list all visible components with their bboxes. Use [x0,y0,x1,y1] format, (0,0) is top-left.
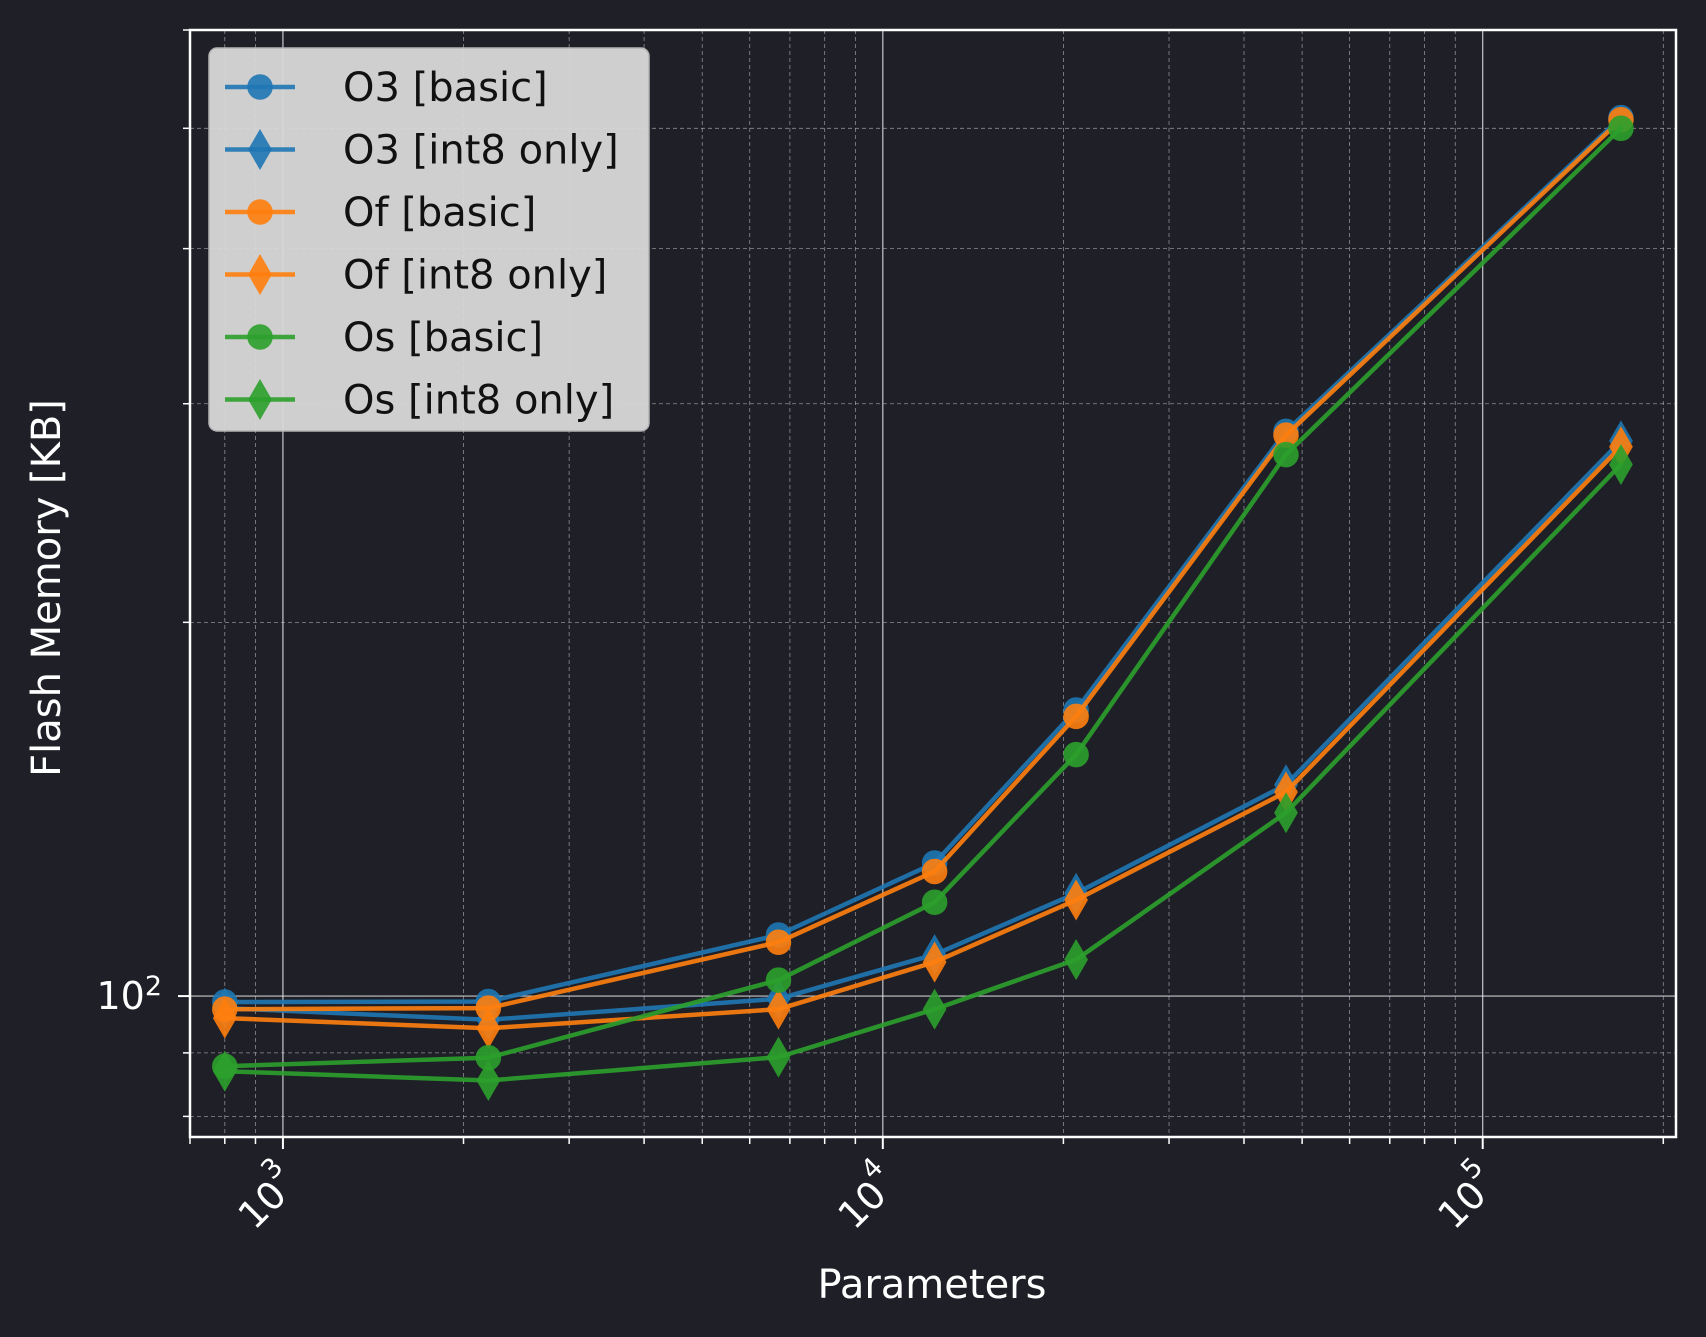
data-point [1063,741,1089,768]
data-point [212,997,237,1039]
axes-frame [188,28,1678,1139]
legend-label: O3 [basic] [343,65,548,111]
data-point [766,1036,791,1078]
legend-marker [247,324,273,350]
data-point [1064,879,1088,921]
series-os-basic [212,115,1634,1079]
legend-label: O3 [int8 only] [343,128,619,174]
data-point [921,858,948,885]
series-layer [212,104,1634,1102]
legend-label: Os [basic] [343,315,543,361]
legend-box [208,47,650,432]
data-point [922,941,947,983]
data-point [476,1060,501,1102]
y-axis-label: Flash Memory [KB] [24,399,70,777]
legend-item: O3 [basic] [225,65,548,111]
legend-label: Os [int8 only] [343,378,614,424]
legend-item: Os [int8 only] [225,378,614,424]
legend-label: Of [int8 only] [343,253,607,299]
y-tick-label-exponent: 2 [145,971,162,1002]
data-point [922,988,947,1030]
data-point [766,988,791,1030]
legend-marker [248,254,272,295]
data-point [1608,115,1634,142]
legend-item: Os [basic] [225,315,543,361]
data-point [1274,792,1298,834]
data-point [765,967,792,993]
data-point [1609,444,1633,486]
legend-item: Of [basic] [225,190,536,236]
data-point [1063,703,1089,730]
y-tick-label: 102 [96,971,162,1018]
legend-marker [248,129,272,170]
data-point [921,889,948,916]
data-point [1273,441,1299,468]
y-tick-label-base: 10 [96,974,144,1018]
legend-item: Of [int8 only] [225,253,607,299]
legend-label: Of [basic] [343,190,536,236]
legend-marker [247,74,273,100]
legend-item: O3 [int8 only] [225,128,619,174]
data-point [1064,939,1088,981]
legend-marker [248,379,272,420]
legend-marker [247,199,273,225]
series-os-int8-only [212,444,1633,1102]
legend: O3 [basic] O3 [int8 only] Of [basic] Of [in… [208,47,650,432]
x-axis-label: Parameters [818,1262,1047,1308]
data-point [765,929,792,955]
data-point [212,1050,237,1092]
